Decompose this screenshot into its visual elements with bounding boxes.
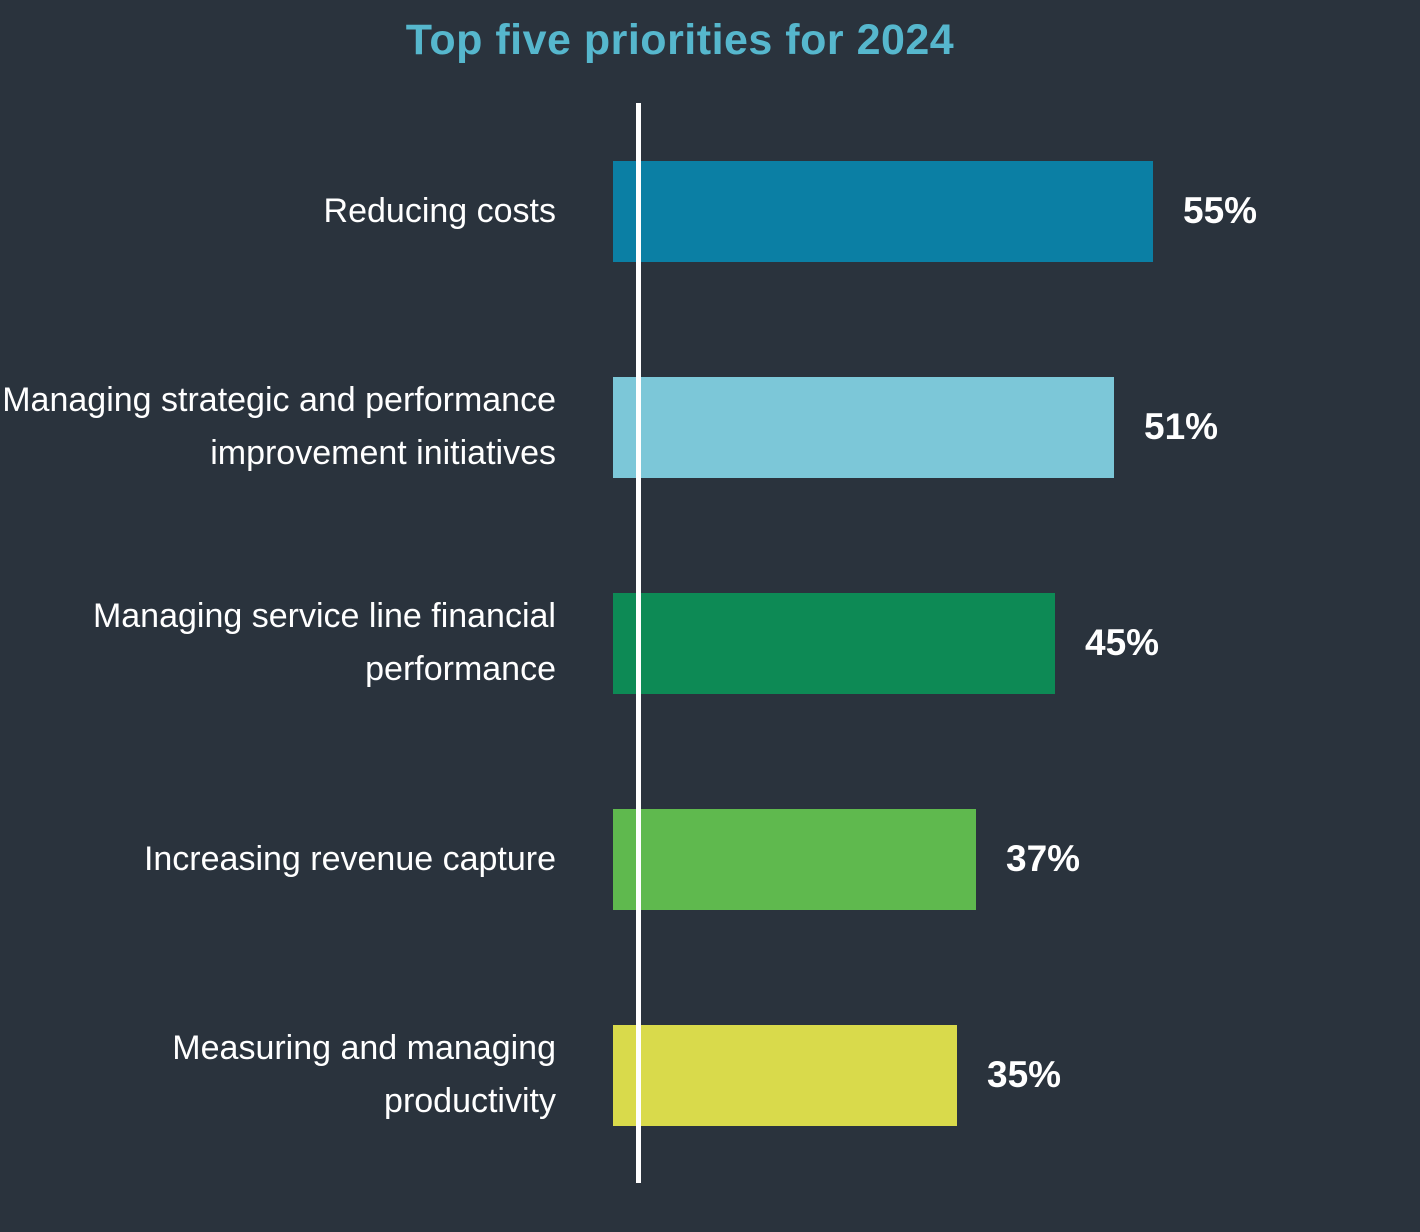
category-label: Measuring and managing productivity	[172, 1029, 556, 1120]
category-label: Managing strategic and performance impro…	[2, 381, 556, 472]
bar-area: 45%	[0, 592, 1420, 694]
y-axis-line	[636, 103, 641, 1183]
bar	[613, 376, 1114, 478]
bar-area: 35%	[0, 1024, 1420, 1126]
category-label: Managing service line financial performa…	[92, 597, 556, 688]
value-label: 45%	[1085, 622, 1160, 663]
value-label: 55%	[1183, 190, 1258, 231]
bar	[613, 160, 1153, 262]
bar-row: Reducing costs 55%	[0, 103, 1420, 319]
chart-body: Reducing costs 55% Managing strategic an…	[0, 103, 1420, 1183]
bar	[613, 592, 1055, 694]
bar-row: Managing strategic and performance impro…	[0, 319, 1420, 535]
bar-row: Measuring and managing productivity 35%	[0, 967, 1420, 1183]
bar-row: Managing service line financial performa…	[0, 535, 1420, 751]
bar	[613, 1024, 957, 1126]
bar-area: 37%	[0, 808, 1420, 910]
bar-area: 55%	[0, 160, 1420, 262]
value-label: 37%	[1006, 838, 1081, 879]
bar	[613, 808, 976, 910]
category-label: Increasing revenue capture	[143, 839, 556, 878]
category-label: Reducing costs	[323, 191, 556, 230]
bar-area: 51%	[0, 376, 1420, 478]
bar-row: Increasing revenue capture 37%	[0, 751, 1420, 967]
chart-title: Top five priorities for 2024	[405, 16, 955, 64]
value-label: 35%	[987, 1054, 1062, 1095]
value-label: 51%	[1144, 406, 1219, 447]
